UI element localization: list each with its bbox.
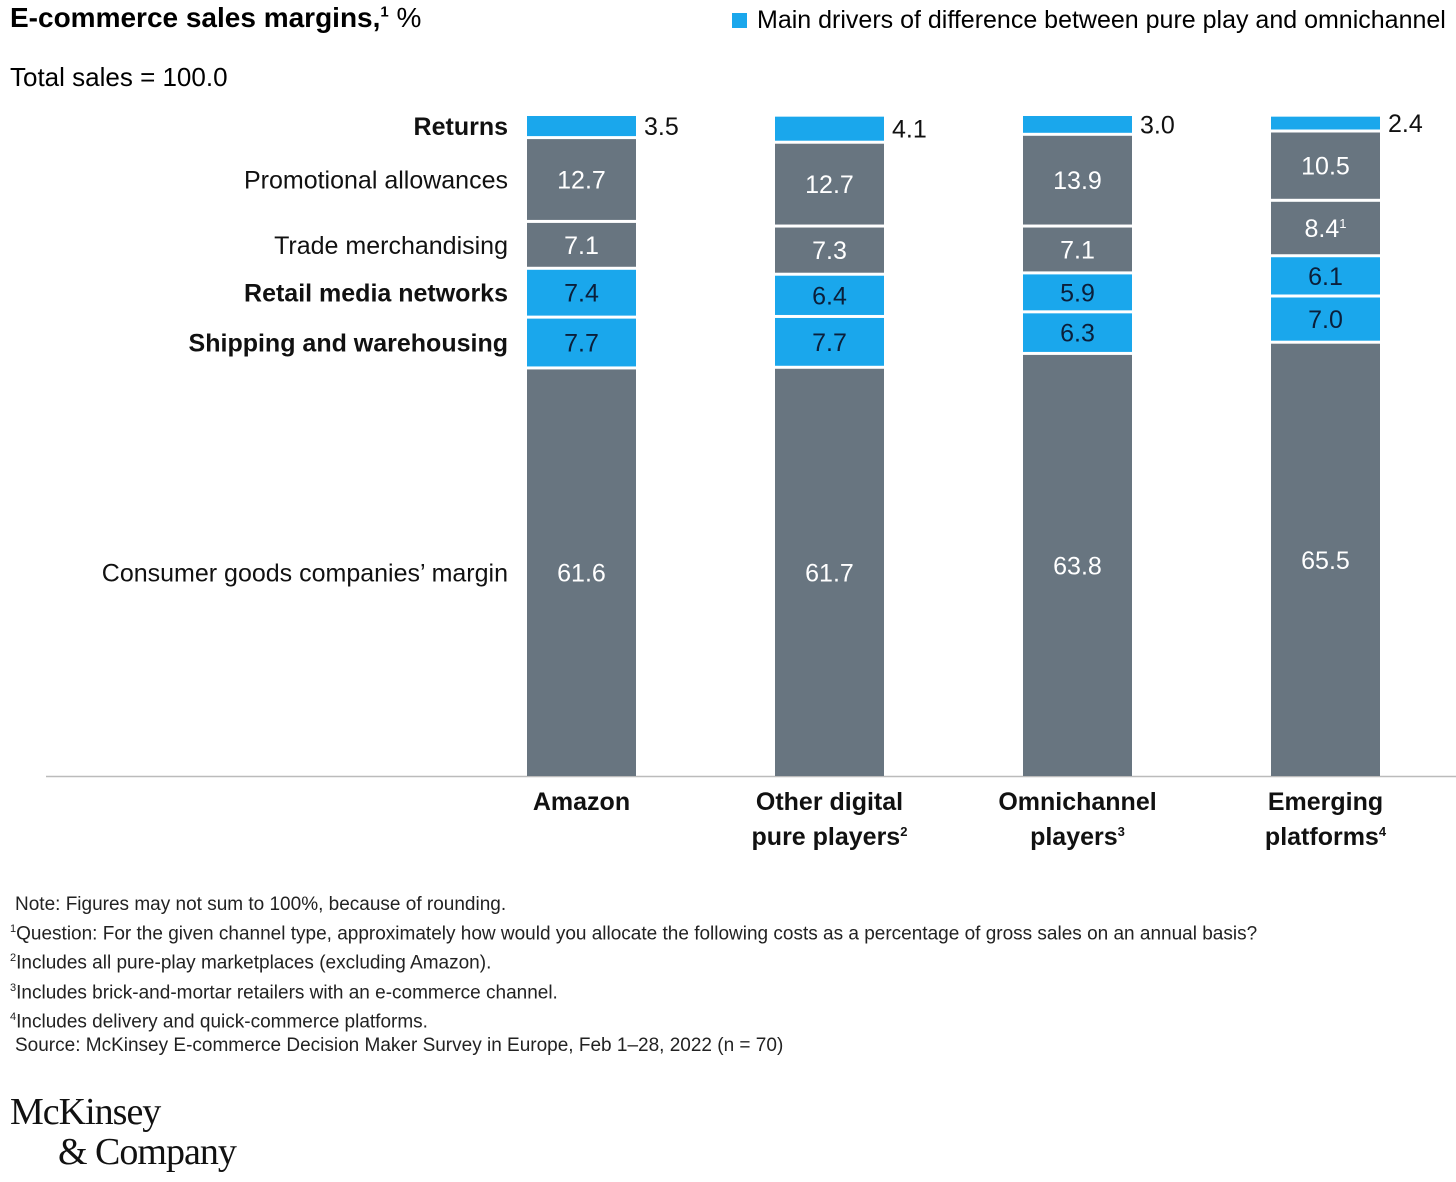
title-unit: %: [396, 2, 422, 33]
bar-segment: [1023, 227, 1132, 272]
bar-segment: [1023, 135, 1132, 225]
data-label: 7.1: [564, 232, 599, 260]
legend-label: Main drivers of difference between pure …: [757, 6, 1446, 34]
data-label: 5.9: [1060, 279, 1095, 307]
bar-segment: [775, 368, 884, 776]
series-label: Shipping and warehousing: [189, 330, 508, 358]
bar-segment: [527, 116, 636, 137]
bar-segment: [1271, 257, 1380, 295]
series-label: Trade merchandising: [274, 232, 508, 260]
bar-segment: [527, 222, 636, 267]
bar-segment: [1271, 297, 1380, 341]
data-label: 4.1: [892, 116, 927, 144]
footnotes: Note: Figures may not sum to 100%, becau…: [10, 893, 1257, 1058]
chart-title: E-commerce sales margins,1 %: [10, 2, 421, 34]
footnote-3: 3Includes brick-and-mortar retailers wit…: [10, 981, 558, 1003]
bar-segment: [527, 139, 636, 220]
bar-segment: [1271, 201, 1380, 255]
bar-segment: [775, 275, 884, 315]
data-label: 3.5: [644, 113, 679, 141]
series-label: Retail media networks: [244, 280, 508, 308]
bar-segment: [1023, 274, 1132, 311]
data-label: 61.7: [805, 559, 854, 587]
data-label: 13.9: [1053, 167, 1102, 195]
data-label: 3.0: [1140, 111, 1175, 139]
data-label: 7.7: [812, 329, 847, 357]
data-label: 6.1: [1308, 263, 1343, 291]
series-label: Returns: [414, 113, 508, 141]
data-label: 65.5: [1301, 547, 1350, 575]
data-label: 2.4: [1388, 110, 1423, 138]
logo-line1: McKinsey: [10, 1091, 161, 1133]
category-label: Amazon: [533, 788, 630, 816]
footnote-0: Note: Figures may not sum to 100%, becau…: [15, 894, 507, 915]
category-label: pure players2: [752, 823, 908, 851]
stacked-bar-chart: 61.6 Consumer goods companies’ margin 7.7 S…: [46, 110, 1456, 851]
data-label: 61.6: [557, 560, 606, 588]
data-label: 7.3: [812, 237, 847, 265]
bar-segment: [1023, 116, 1132, 133]
bar-segment: [527, 369, 636, 776]
legend: Main drivers of difference between pure …: [732, 6, 1446, 35]
category-label: Emerging: [1268, 788, 1383, 816]
bar-segment: [775, 227, 884, 273]
category-label: platforms4: [1265, 823, 1387, 851]
data-label: 10.5: [1301, 153, 1350, 181]
mckinsey-logo: McKinsey & Company: [10, 1091, 237, 1173]
footnote-4: 4Includes delivery and quick-commerce pl…: [10, 1010, 428, 1033]
bar-segment: [527, 269, 636, 316]
logo-line2: & Company: [58, 1131, 237, 1173]
bar-segment: [1023, 354, 1132, 776]
title-footnote: 1: [380, 3, 389, 21]
bar-segment: [1271, 343, 1380, 776]
data-label: 7.0: [1308, 306, 1343, 334]
legend-swatch: [732, 13, 747, 28]
data-label: 7.4: [564, 280, 599, 308]
chart-subtitle: Total sales = 100.0: [10, 62, 228, 92]
category-label: players3: [1030, 823, 1125, 851]
bar-segment: [1271, 132, 1380, 199]
series-label: Consumer goods companies’ margin: [102, 560, 508, 588]
bar-segment: [775, 116, 884, 141]
footnote-2: 2Includes all pure-play marketplaces (ex…: [10, 952, 492, 974]
bar-segment: [775, 143, 884, 225]
category-label: Omnichannel: [998, 788, 1156, 816]
bar-segment: [1271, 116, 1380, 130]
data-label: 63.8: [1053, 552, 1102, 580]
series-label: Promotional allowances: [244, 167, 508, 195]
data-label: 7.7: [564, 330, 599, 358]
footnote-5: Source: McKinsey E-commerce Decision Mak…: [15, 1035, 784, 1057]
title-text: E-commerce sales margins,: [10, 2, 381, 33]
category-label: Other digital: [756, 788, 903, 816]
data-label: 6.4: [812, 282, 847, 310]
data-label: 12.7: [805, 171, 854, 199]
data-label: 12.7: [557, 167, 606, 195]
bar-segment: [527, 318, 636, 367]
bar-segment: [1023, 313, 1132, 352]
footnote-1: 1Question: For the given channel type, a…: [10, 923, 1258, 945]
data-label: 7.1: [1060, 236, 1095, 264]
data-label: 6.3: [1060, 320, 1095, 348]
bar-segment: [775, 317, 884, 366]
